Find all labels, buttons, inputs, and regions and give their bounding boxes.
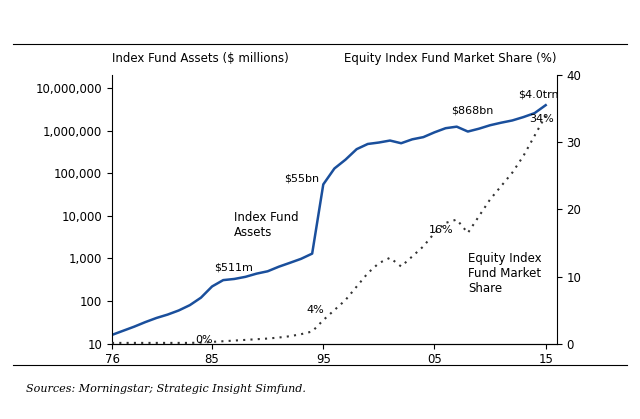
Text: 16%: 16%	[429, 225, 454, 235]
Text: $55bn: $55bn	[284, 173, 319, 184]
Text: $511m: $511m	[214, 263, 253, 273]
Text: Index Fund
Assets: Index Fund Assets	[234, 211, 299, 239]
Text: $868bn: $868bn	[451, 106, 493, 116]
Text: $4.0trn: $4.0trn	[518, 90, 559, 100]
Text: 34%: 34%	[529, 114, 554, 124]
Text: Equity Index
Fund Market
Share: Equity Index Fund Market Share	[468, 252, 541, 295]
Text: Equity Index Fund Market Share (%): Equity Index Fund Market Share (%)	[344, 52, 557, 65]
Text: 0%: 0%	[195, 335, 213, 345]
Text: Index Fund Assets ($ millions): Index Fund Assets ($ millions)	[112, 52, 289, 65]
Text: 4%: 4%	[307, 305, 324, 315]
Text: Sources: Morningstar; Strategic Insight Simfund.: Sources: Morningstar; Strategic Insight …	[26, 384, 305, 394]
